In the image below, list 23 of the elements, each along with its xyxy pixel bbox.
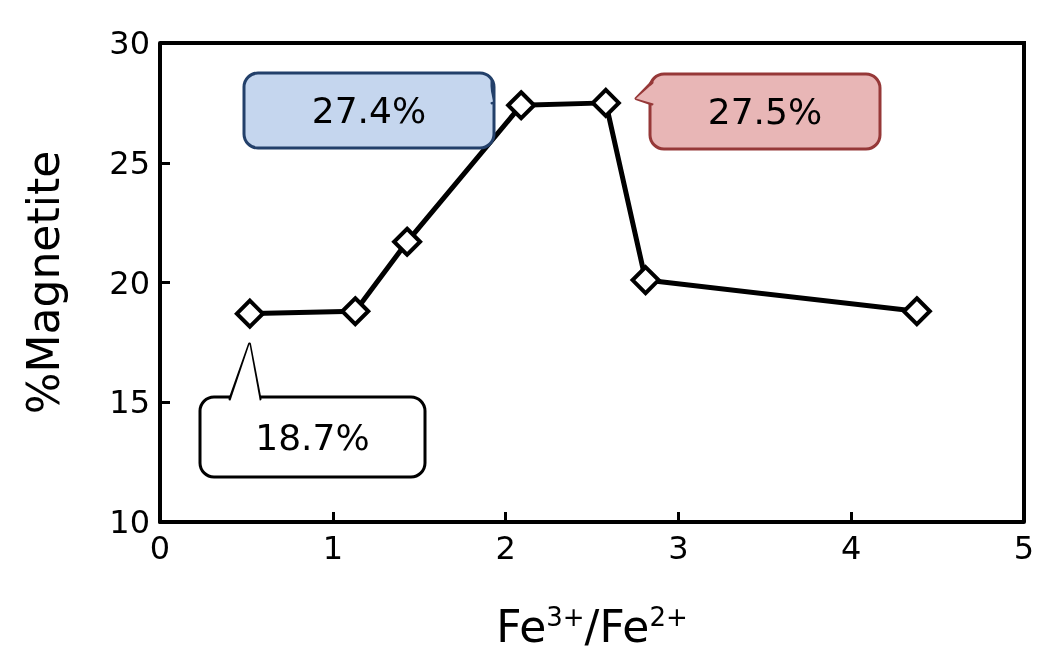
x-tick-label: 5 (1013, 529, 1035, 567)
point (630, 265, 661, 296)
x-tick-label: 1 (322, 529, 343, 567)
point (340, 296, 371, 327)
point (901, 296, 932, 327)
y-tick-label: 30 (109, 24, 150, 62)
y-tick-label: 20 (109, 263, 150, 302)
point (590, 87, 621, 118)
x-tick-label: 2 (495, 529, 516, 567)
point (234, 298, 265, 329)
annotation: 18.7% (255, 416, 371, 458)
y-tick-label: 10 (109, 503, 150, 541)
y-tick-label: 15 (109, 383, 150, 422)
speech-bubble: 27.4% (242, 70, 497, 150)
annotation: 27.5% (707, 91, 822, 133)
x-tick-label: 0 (149, 529, 171, 567)
x-tick-label: 3 (668, 529, 689, 567)
x-tick-label: 4 (841, 529, 862, 567)
annotation: 27.4% (311, 89, 427, 131)
point (392, 226, 423, 257)
y-tick-label: 25 (109, 143, 150, 182)
y-axis-title: %Magnetite (17, 150, 69, 415)
point (506, 90, 537, 121)
